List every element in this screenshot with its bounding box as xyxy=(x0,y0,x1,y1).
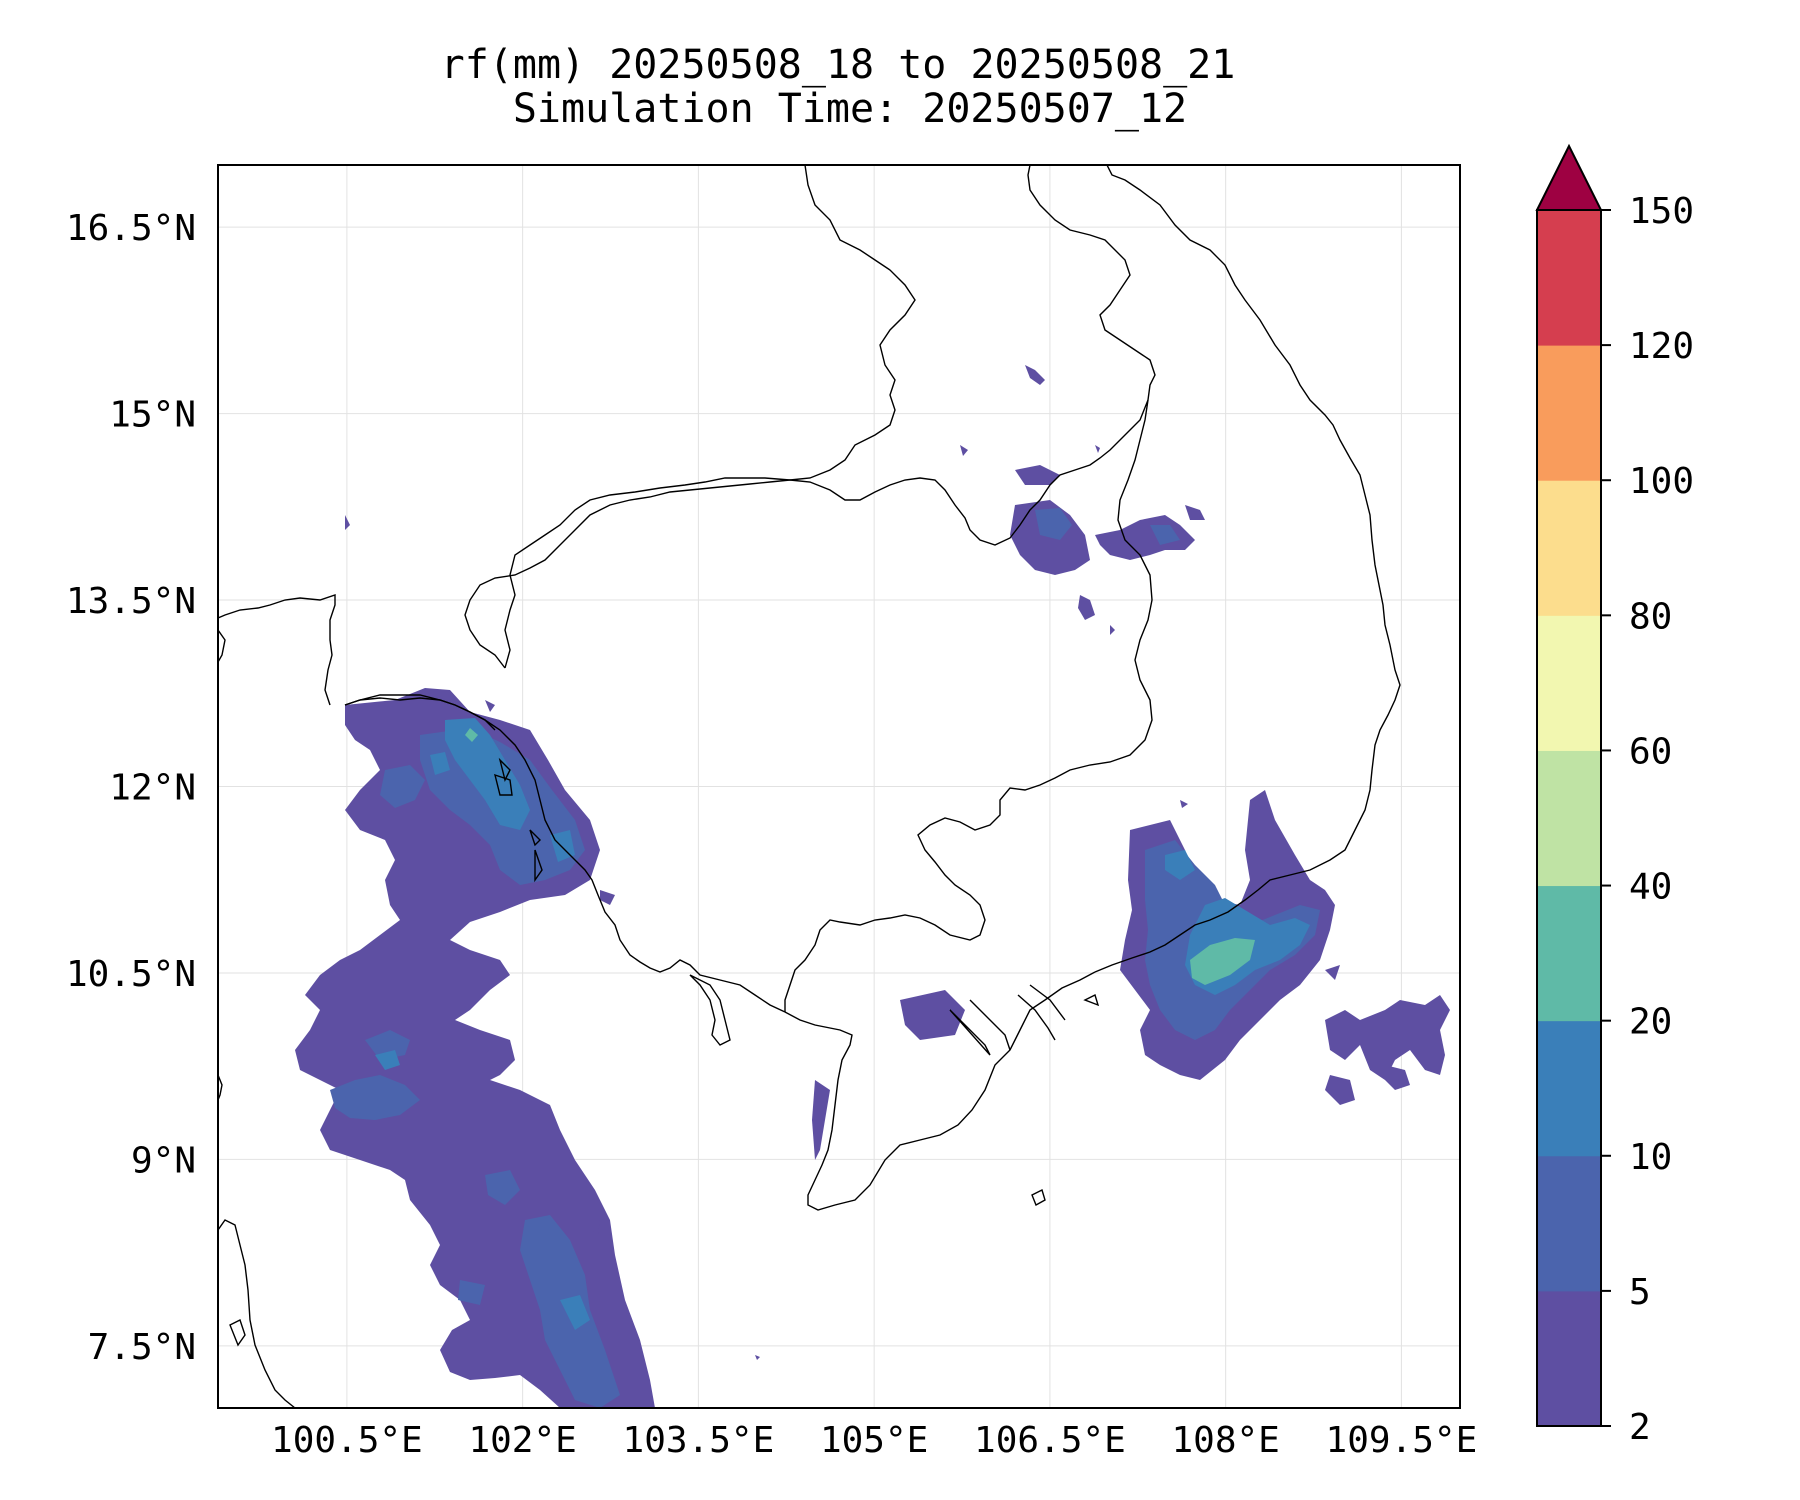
lat-tick-label: 13.5°N xyxy=(66,581,196,622)
colorbar-tick-label: 120 xyxy=(1629,326,1694,367)
colorbar-segment xyxy=(1537,885,1601,1022)
colorbar-segment xyxy=(1537,480,1601,616)
title-line-1: rf(mm) 20250508_18 to 20250508_21 xyxy=(441,42,1236,88)
colorbar-tick-label: 60 xyxy=(1629,731,1672,772)
lon-tick-label: 109.5°E xyxy=(1326,1420,1478,1461)
colorbar-segment xyxy=(1537,1020,1601,1157)
colorbar-tick-label: 100 xyxy=(1629,461,1694,502)
lat-tick-label: 12°N xyxy=(109,768,196,809)
colorbar-tick-label: 2 xyxy=(1629,1407,1651,1448)
colorbar-segment xyxy=(1537,1155,1601,1292)
map-panel xyxy=(217,164,1461,1409)
colorbar-segment xyxy=(1537,345,1601,481)
colorbar-segment xyxy=(1537,750,1601,887)
colorbar-extend-arrow xyxy=(1535,143,1603,211)
colorbar-segment xyxy=(1537,615,1601,751)
lon-tick-label: 105°E xyxy=(820,1420,928,1461)
latitude-labels: 16.5°N 15°N 13.5°N 12°N 10.5°N 9°N 7.5°N xyxy=(66,208,196,1368)
lon-tick-label: 106.5°E xyxy=(974,1420,1126,1461)
lon-tick-label: 100.5°E xyxy=(271,1420,423,1461)
title-line-2: Simulation Time: 20250507_12 xyxy=(513,86,1187,132)
colorbar-tick-label: 10 xyxy=(1629,1137,1672,1178)
rain-area-intense xyxy=(465,728,1255,985)
colorbar-tick-label: 150 xyxy=(1629,191,1694,232)
lon-tick-label: 108°E xyxy=(1171,1420,1279,1461)
lat-tick-label: 7.5°N xyxy=(88,1327,196,1368)
colorbar-segment xyxy=(1537,1290,1601,1427)
colorbar-tick-label: 20 xyxy=(1629,1002,1672,1043)
coastlines-borders xyxy=(218,165,1401,1408)
map-frame xyxy=(217,164,1461,1409)
colorbar-tick-label: 5 xyxy=(1629,1272,1651,1313)
lon-tick-label: 102°E xyxy=(468,1420,576,1461)
colorbar-frame xyxy=(1536,209,1602,1427)
lat-tick-label: 15°N xyxy=(109,395,196,436)
longitude-labels: 100.5°E 102°E 103.5°E 105°E 106.5°E 108°E 109.… xyxy=(271,1420,1477,1461)
colorbar-segment xyxy=(1537,210,1601,346)
lon-tick-label: 103.5°E xyxy=(623,1420,775,1461)
lat-tick-label: 10.5°N xyxy=(66,954,196,995)
colorbar: 2 5 10 20 40 60 80 100 120 150 xyxy=(1535,143,1694,1448)
rainfall-field xyxy=(295,365,1450,1408)
lat-tick-label: 9°N xyxy=(131,1140,196,1181)
colorbar-tick-label: 40 xyxy=(1629,867,1672,908)
gridlines xyxy=(218,165,1460,1408)
colorbar-tick-label: 80 xyxy=(1629,596,1672,637)
lat-tick-label: 16.5°N xyxy=(66,208,196,249)
